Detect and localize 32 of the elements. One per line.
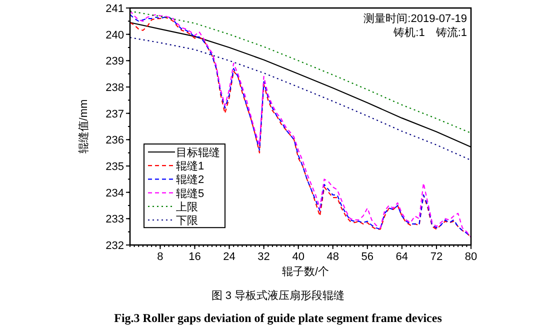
annotation: 铸机:1 铸流:1: [392, 26, 467, 39]
y-tick-label: 241: [106, 3, 124, 15]
y-tick-label: 233: [106, 214, 124, 226]
y-tick-label: 240: [106, 29, 124, 42]
x-tick-label: 40: [292, 251, 304, 263]
x-tick-label: 16: [188, 251, 201, 263]
y-tick-label: 232: [106, 240, 124, 252]
y-tick-label: 234: [106, 187, 124, 200]
legend-label: 下限: [176, 215, 198, 227]
x-tick-label: 64: [396, 251, 408, 263]
x-tick-label: 56: [361, 251, 374, 263]
legend-label: 辊缝1: [176, 160, 204, 173]
x-tick-label: 32: [258, 251, 270, 263]
x-tick-label: 72: [430, 251, 443, 263]
x-axis-title: 辊子数/个: [282, 266, 330, 278]
text: 图 3 导板式液压扇形段辊缝: [211, 289, 345, 302]
x-tick-label: 8: [157, 251, 164, 263]
legend-label: 目标辊缝: [176, 147, 220, 159]
annotation: 测量时间:2019-07-19: [364, 12, 467, 25]
x-tick-label: 80: [464, 251, 478, 263]
legend-label: 辊缝5: [176, 188, 204, 200]
y-axis-title: 辊缝值/mm: [78, 99, 90, 154]
y-tick-label: 239: [106, 56, 124, 68]
x-tick-label: 24: [223, 251, 236, 263]
y-tick-label: 238: [106, 82, 124, 94]
text: Fig.3 Roller gaps deviation of guide plate segment frame devices: [114, 311, 442, 325]
legend-label: 上限: [176, 200, 198, 214]
legend-label: 辊缝2: [176, 174, 204, 186]
y-tick-label: 237: [106, 108, 124, 120]
y-tick-label: 236: [106, 134, 124, 147]
x-tick-label: 48: [326, 251, 339, 263]
y-tick-label: 235: [106, 161, 124, 173]
